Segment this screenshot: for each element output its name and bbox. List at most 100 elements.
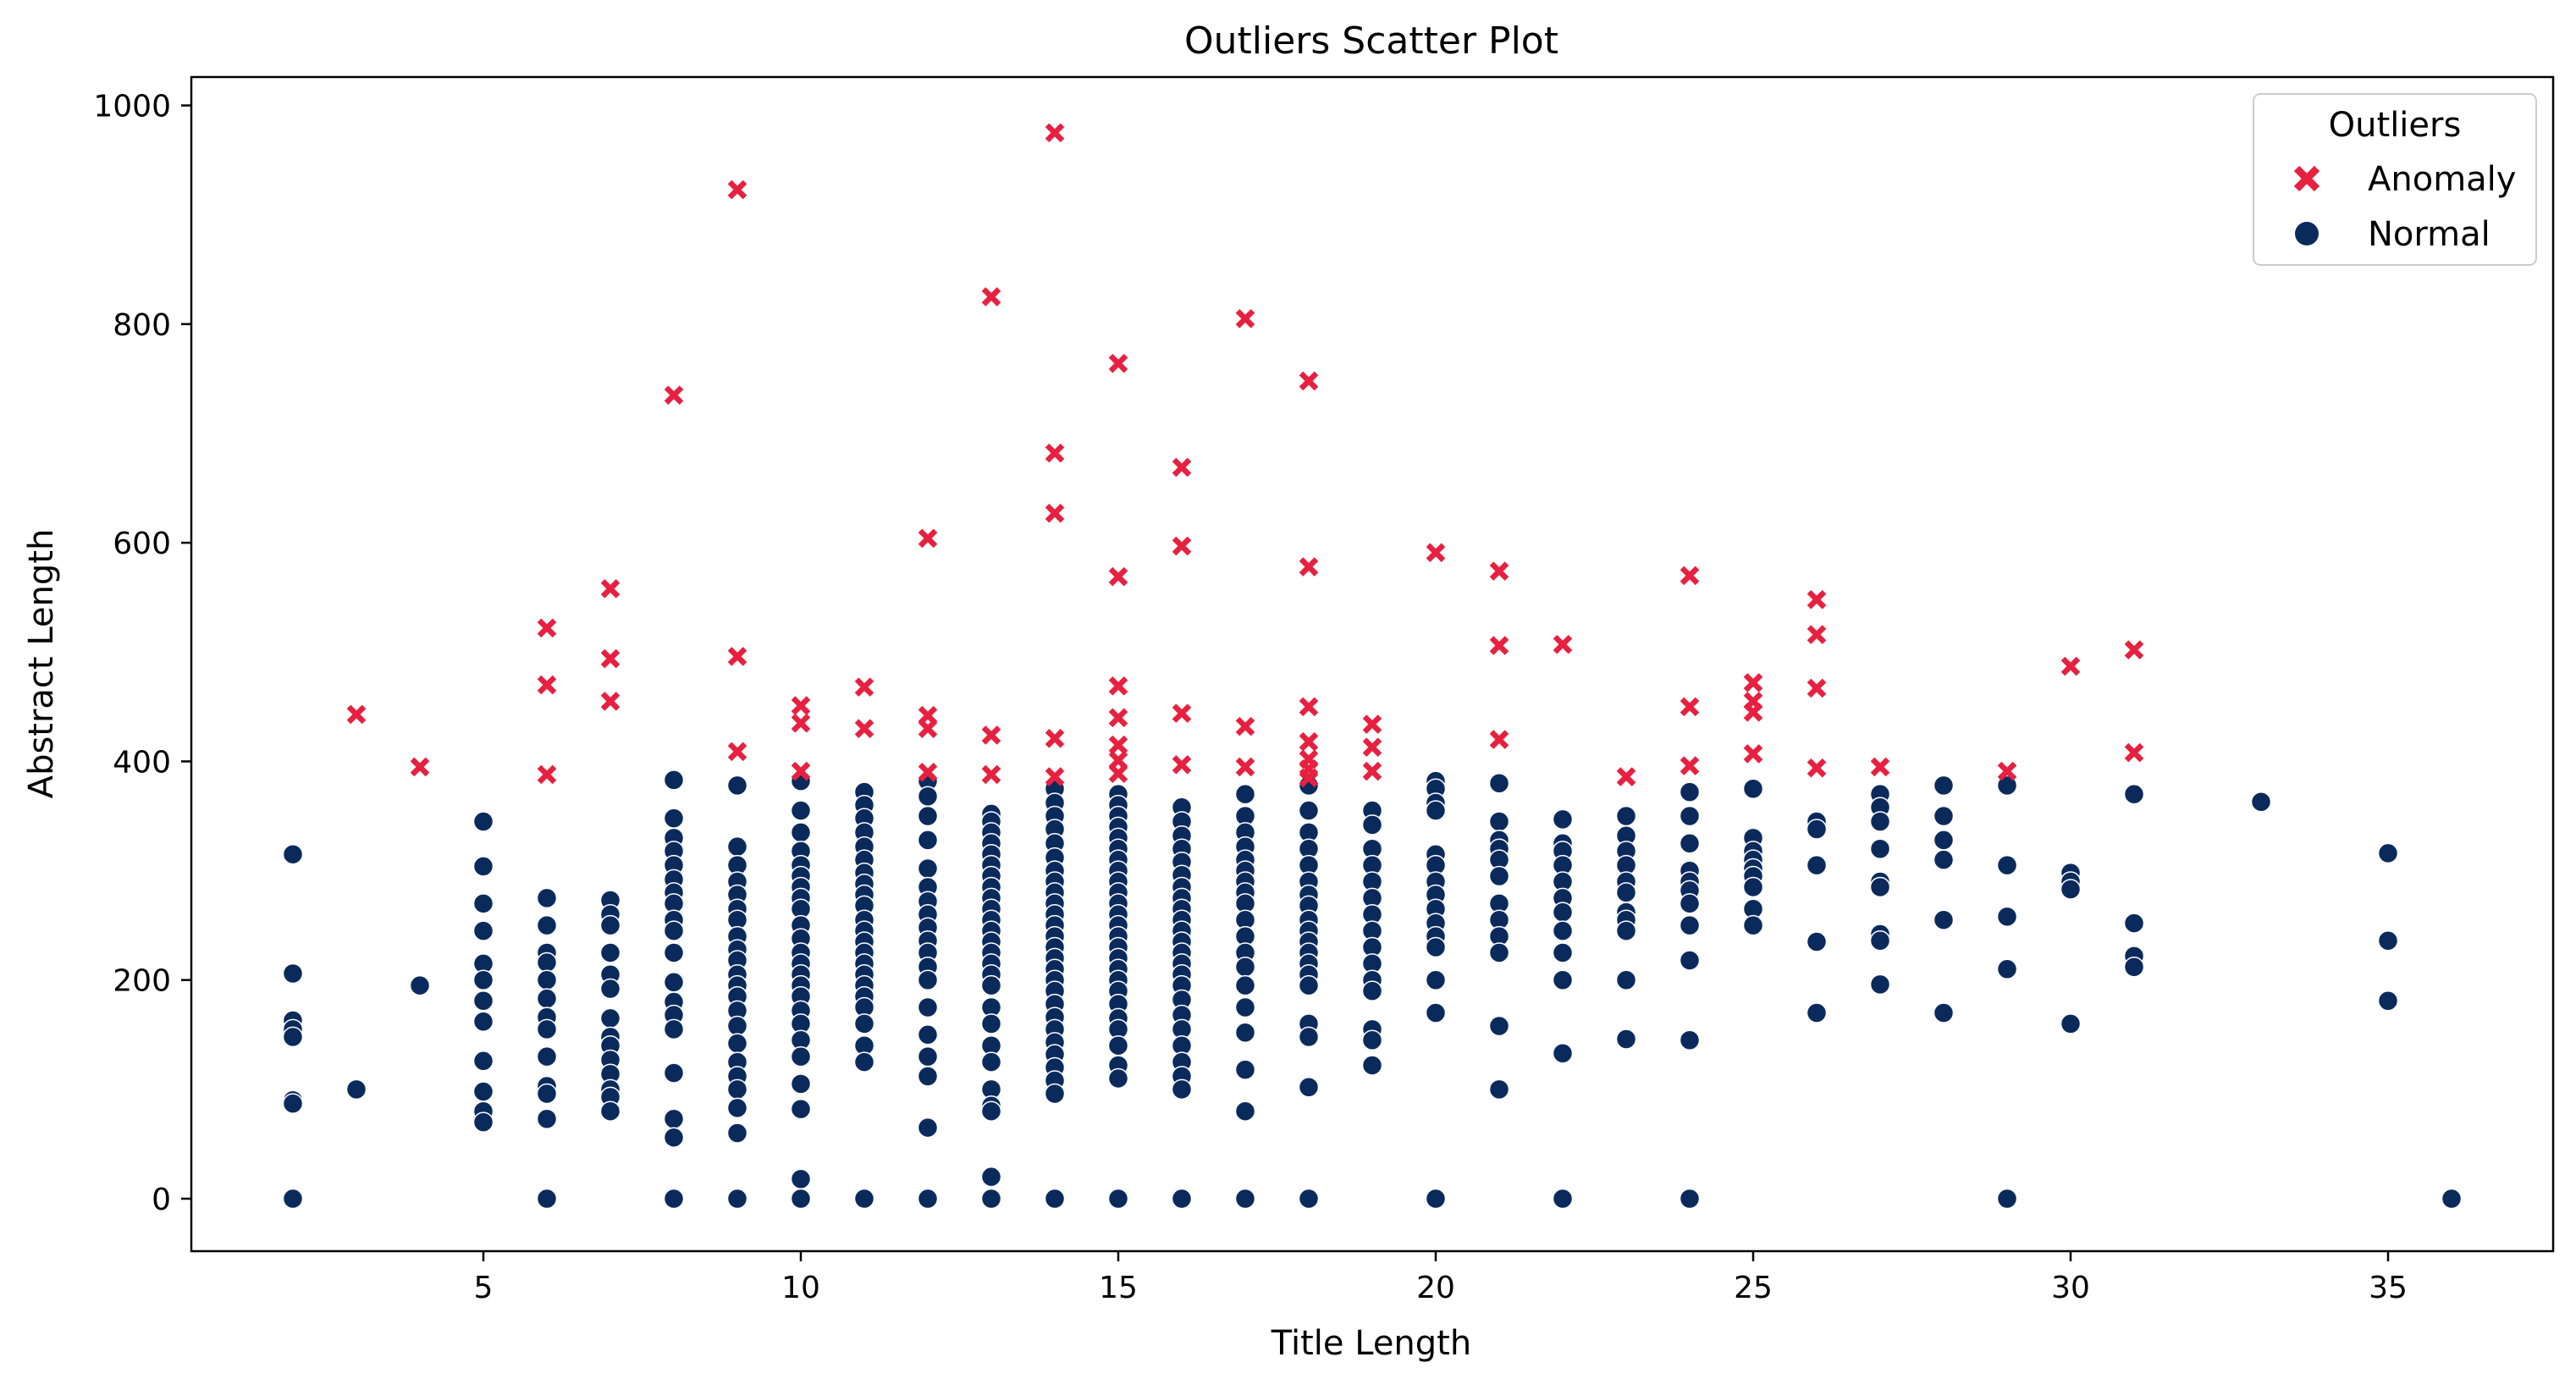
anomaly-point: [1045, 503, 1065, 523]
anomaly-point: [1489, 730, 1509, 749]
anomaly-point: [1680, 697, 1700, 717]
anomaly-point: [600, 648, 621, 669]
normal-point: [1615, 969, 1637, 990]
normal-point: [1996, 1188, 2018, 1210]
normal-point: [790, 1168, 812, 1190]
anomaly-point: [537, 618, 557, 638]
normal-point: [472, 811, 494, 832]
normal-point: [1679, 1029, 1701, 1051]
normal-point: [917, 1117, 939, 1139]
normal-point: [2441, 1188, 2463, 1210]
anomaly-point: [1172, 703, 1192, 723]
normal-point: [1361, 980, 1383, 1001]
normal-point: [1234, 1059, 1256, 1080]
anomaly-point: [1235, 716, 1255, 736]
anomaly-point: [1235, 757, 1255, 777]
anomaly-point: [727, 179, 747, 200]
normal-point: [2060, 879, 2082, 900]
normal-point: [2377, 990, 2399, 1012]
normal-point: [1615, 1029, 1637, 1050]
normal-point: [917, 1024, 939, 1045]
anomaly-point: [1489, 636, 1509, 655]
normal-point: [663, 1062, 685, 1084]
anomaly-point: [1426, 543, 1446, 563]
normal-point: [599, 978, 621, 1000]
normal-point: [1298, 1026, 1320, 1048]
normal-point: [1615, 882, 1637, 903]
normal-point: [1044, 1188, 1066, 1210]
normal-point: [726, 1188, 748, 1210]
normal-point: [790, 1188, 812, 1210]
x-tick-label: 5: [474, 1271, 494, 1305]
normal-point: [1425, 936, 1447, 958]
normal-point: [1996, 958, 2018, 980]
normal-point: [282, 1188, 304, 1210]
normal-point: [1425, 1188, 1447, 1210]
anomaly-point: [791, 696, 811, 715]
normal-point: [917, 805, 939, 827]
series-normal: [282, 769, 2463, 1210]
normal-point: [1488, 1015, 1510, 1037]
normal-point: [536, 1018, 558, 1040]
normal-point: [1679, 781, 1701, 803]
normal-point: [1044, 1083, 1066, 1105]
normal-point: [790, 800, 812, 821]
anomaly-point: [1807, 678, 1827, 698]
y-tick-label: 800: [113, 308, 171, 343]
normal-point: [853, 1051, 875, 1073]
anomaly-point: [1235, 309, 1255, 328]
anomaly-point: [1362, 761, 1382, 781]
normal-point: [980, 1166, 1002, 1188]
normal-point: [1552, 902, 1574, 923]
normal-point: [1298, 800, 1320, 821]
legend: Outliers Anomaly Normal: [2253, 93, 2537, 266]
anomaly-point: [1172, 457, 1192, 477]
anomaly-point: [1108, 566, 1128, 587]
x-tick-label: 20: [1416, 1271, 1455, 1305]
normal-point: [1742, 876, 1764, 898]
normal-point: [1107, 1034, 1129, 1056]
anomaly-point: [600, 579, 621, 598]
normal-point: [1171, 1078, 1193, 1100]
normal-point: [1361, 1029, 1383, 1051]
normal-point: [663, 1188, 685, 1210]
normal-point: [472, 1051, 494, 1072]
anomaly-point: [1108, 676, 1128, 696]
normal-point: [1933, 909, 1955, 930]
normal-point: [726, 1122, 748, 1144]
normal-point: [1488, 811, 1510, 832]
normal-point: [726, 836, 748, 858]
normal-point: [1869, 876, 1891, 898]
normal-point: [663, 808, 685, 829]
normal-point: [1488, 942, 1510, 963]
normal-point: [917, 1066, 939, 1087]
anomaly-point: [1299, 731, 1319, 752]
anomaly-point: [1299, 557, 1319, 576]
normal-point: [663, 769, 685, 791]
anomaly-point: [537, 764, 557, 785]
anomaly-point: [410, 757, 430, 777]
normal-point: [2123, 783, 2145, 805]
anomaly-point: [981, 764, 1001, 785]
normal-point: [663, 1127, 685, 1148]
anomaly-point: [1108, 708, 1128, 728]
anomaly-point: [1680, 756, 1700, 775]
normal-point: [1234, 1188, 1256, 1210]
anomaly-point: [854, 719, 874, 738]
normal-point: [599, 942, 621, 963]
anomaly-point: [727, 742, 747, 762]
normal-point: [1679, 1188, 1701, 1210]
normal-point: [1425, 969, 1447, 990]
anomaly-point: [600, 692, 621, 711]
normal-point: [1552, 1043, 1574, 1064]
normal-point: [282, 1093, 304, 1114]
normal-point: [1107, 1067, 1129, 1089]
normal-point: [599, 914, 621, 936]
normal-point: [1234, 783, 1256, 805]
anomaly-point: [1743, 744, 1763, 764]
normal-point: [1615, 920, 1637, 941]
normal-point: [917, 1045, 939, 1067]
normal-point: [1996, 906, 2018, 928]
normal-point: [1869, 838, 1891, 860]
